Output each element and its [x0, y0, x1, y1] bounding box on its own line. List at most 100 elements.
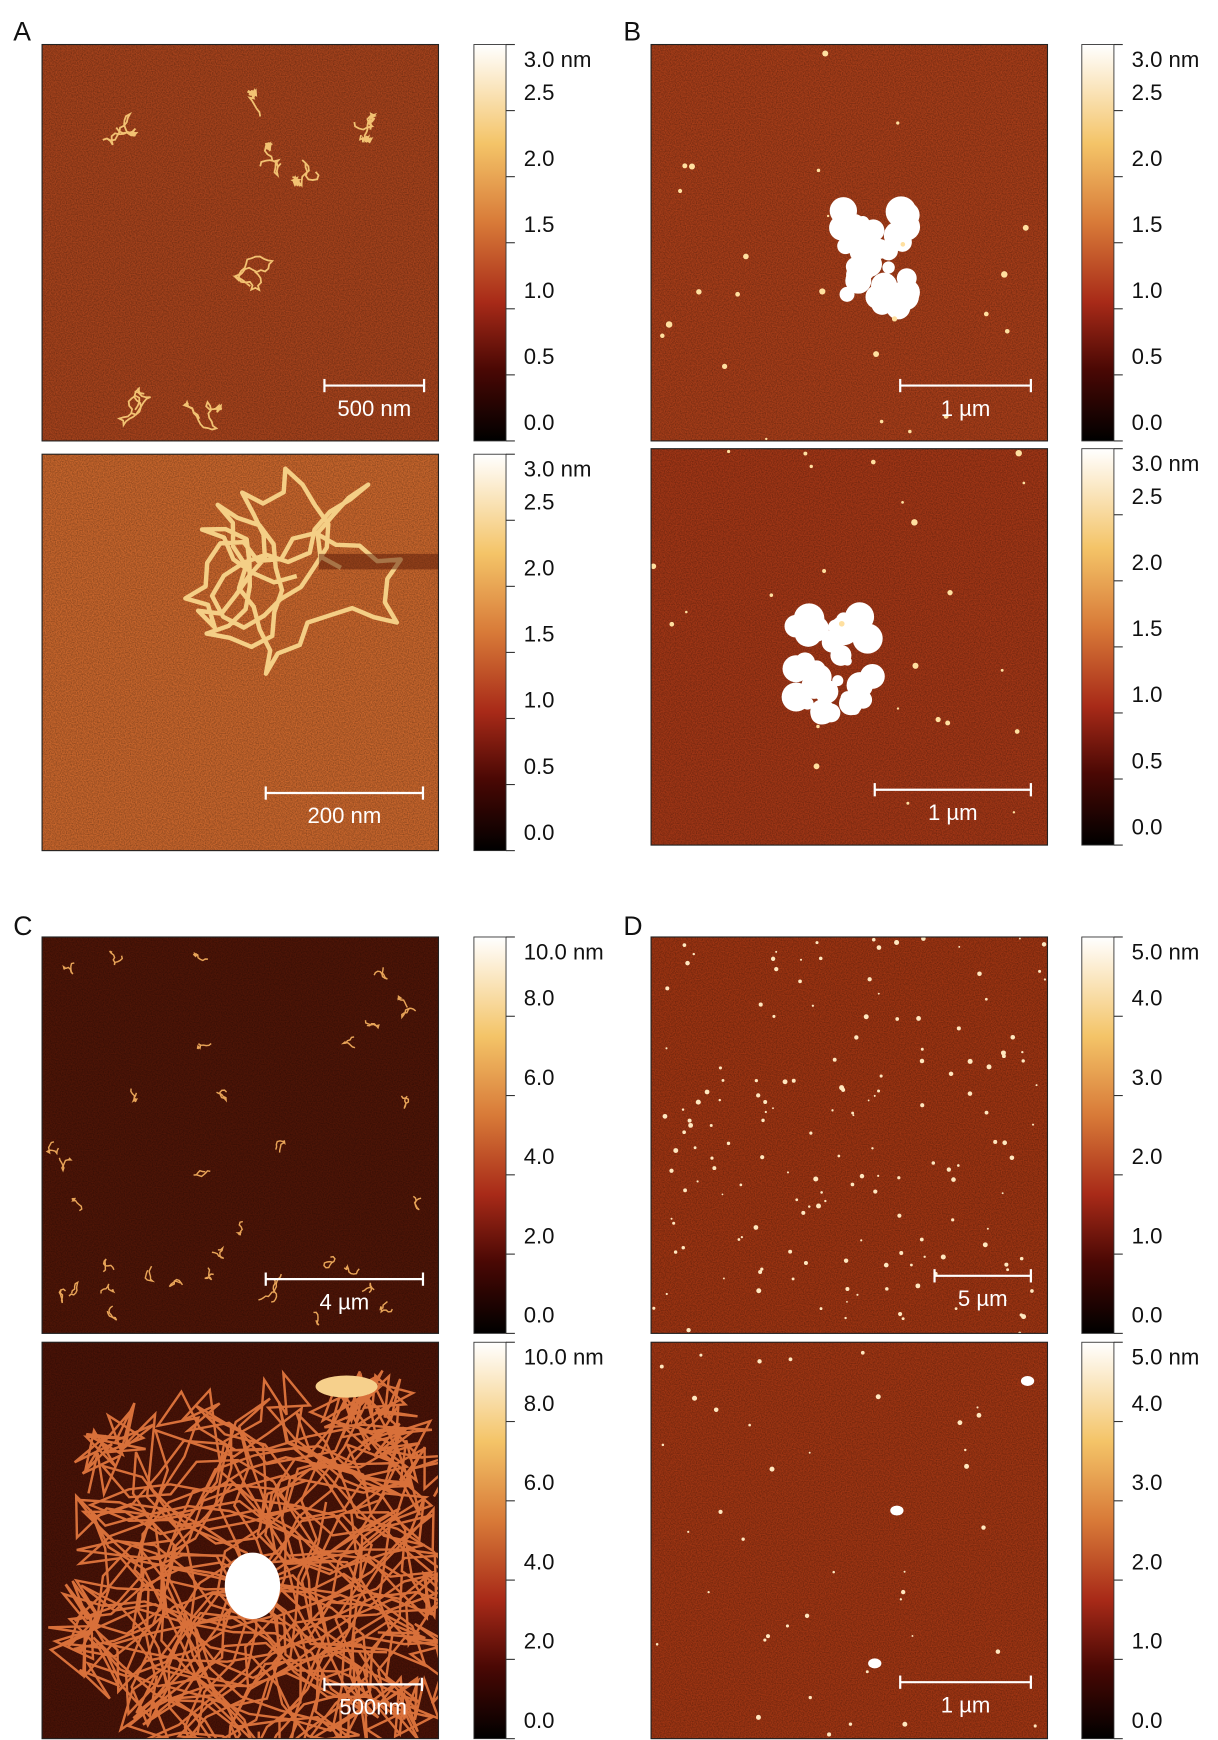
dot — [920, 1059, 924, 1063]
dot — [652, 1307, 655, 1310]
dot — [892, 316, 897, 321]
colorbar-tick-label: 0.5 — [1132, 748, 1163, 773]
dot — [832, 1571, 835, 1574]
dot — [921, 1048, 924, 1051]
dot — [951, 1218, 954, 1221]
colorbar-tick-label: 0.0 — [524, 1708, 555, 1733]
colorbar — [474, 937, 506, 1333]
colorbar-tick-label: 0.0 — [1132, 1708, 1163, 1733]
dot — [741, 1537, 744, 1540]
dot — [723, 1278, 725, 1280]
colorbar-tick-label: 0.0 — [1132, 1303, 1163, 1328]
dot — [984, 312, 989, 317]
dot — [1020, 1257, 1024, 1261]
dot — [941, 1255, 946, 1260]
scale-bar-label: 1 µm — [941, 396, 991, 421]
dot — [756, 1715, 761, 1720]
dot — [765, 1111, 767, 1113]
scale-bar-label: 500 nm — [337, 396, 411, 421]
dot — [852, 1114, 854, 1116]
dot — [860, 1239, 862, 1241]
dot — [692, 1396, 697, 1401]
aggregate — [225, 1553, 280, 1619]
dot — [710, 1124, 713, 1127]
dot — [866, 1670, 869, 1673]
dot — [801, 1211, 805, 1215]
dot — [839, 621, 845, 627]
dot — [876, 1394, 881, 1399]
dot — [880, 420, 884, 424]
dot — [682, 1130, 686, 1134]
dot — [877, 1090, 880, 1093]
dot — [660, 334, 664, 338]
dot — [1020, 1313, 1023, 1316]
dot — [897, 707, 899, 709]
dot — [996, 1649, 1001, 1654]
colorbar-tick-label: 0.0 — [524, 410, 555, 435]
dot — [738, 1238, 741, 1241]
afm-image — [42, 937, 438, 1333]
dot — [787, 1171, 789, 1173]
particle — [799, 619, 809, 629]
dot — [833, 1058, 837, 1062]
dot — [674, 1250, 677, 1253]
dot — [656, 1643, 659, 1646]
dot — [860, 1174, 864, 1178]
dot — [809, 1696, 812, 1699]
dot — [911, 519, 918, 526]
dot — [814, 763, 820, 769]
dot — [977, 972, 982, 977]
colorbar-tick-label: 1.5 — [524, 212, 555, 237]
dot — [774, 967, 778, 971]
particle — [832, 675, 843, 686]
dot — [827, 1732, 831, 1736]
dot — [666, 1293, 668, 1295]
particle — [1021, 1376, 1034, 1386]
dot — [1004, 1263, 1008, 1267]
dot — [722, 1193, 724, 1195]
dot — [819, 957, 823, 961]
dot — [957, 1026, 961, 1030]
figure: A500 nm0.00.51.01.52.02.53.0 nm200 nm0.0… — [0, 0, 1218, 1740]
colorbar-tick-label: 8.0 — [524, 986, 555, 1011]
dot — [770, 1467, 775, 1472]
image-noise — [651, 937, 1047, 1333]
dot — [735, 292, 740, 297]
dot — [1034, 1724, 1037, 1727]
dot — [672, 1222, 675, 1225]
dot — [985, 1111, 989, 1115]
dot — [688, 1123, 693, 1128]
particle — [840, 287, 855, 302]
dot — [936, 717, 941, 722]
dot — [803, 452, 807, 456]
dot — [754, 1225, 759, 1230]
dot — [798, 979, 802, 983]
dot — [699, 1354, 702, 1357]
panel-label: D — [623, 911, 642, 941]
colorbar-tick-label: 0.0 — [524, 820, 555, 845]
dot — [831, 1109, 833, 1111]
colorbar-tick-label: 3.0 nm — [524, 457, 592, 482]
dot — [878, 993, 880, 995]
dot — [816, 725, 819, 728]
dot — [1002, 1192, 1004, 1194]
particle — [844, 221, 854, 231]
dot — [896, 121, 899, 124]
dot — [923, 1256, 925, 1258]
colorbar — [1082, 937, 1114, 1333]
scale-bar-label: 500nm — [339, 1695, 407, 1720]
colorbar-tick-label: 4.0 — [1132, 986, 1163, 1011]
dot — [727, 1142, 730, 1145]
dot — [761, 1119, 764, 1122]
colorbar-tick-label: 1.0 — [1132, 1223, 1163, 1248]
colorbar — [474, 45, 506, 441]
dot — [898, 1312, 902, 1316]
dot — [696, 289, 701, 294]
image-noise — [651, 449, 1047, 845]
colorbar-tick-label: 1.0 — [1132, 1629, 1163, 1654]
colorbar-tick-label: 10.0 nm — [524, 1345, 604, 1370]
dot — [964, 1449, 966, 1451]
dot — [845, 1287, 849, 1291]
dot — [694, 1146, 697, 1149]
colorbar-tick-label: 1.0 — [1132, 278, 1163, 303]
